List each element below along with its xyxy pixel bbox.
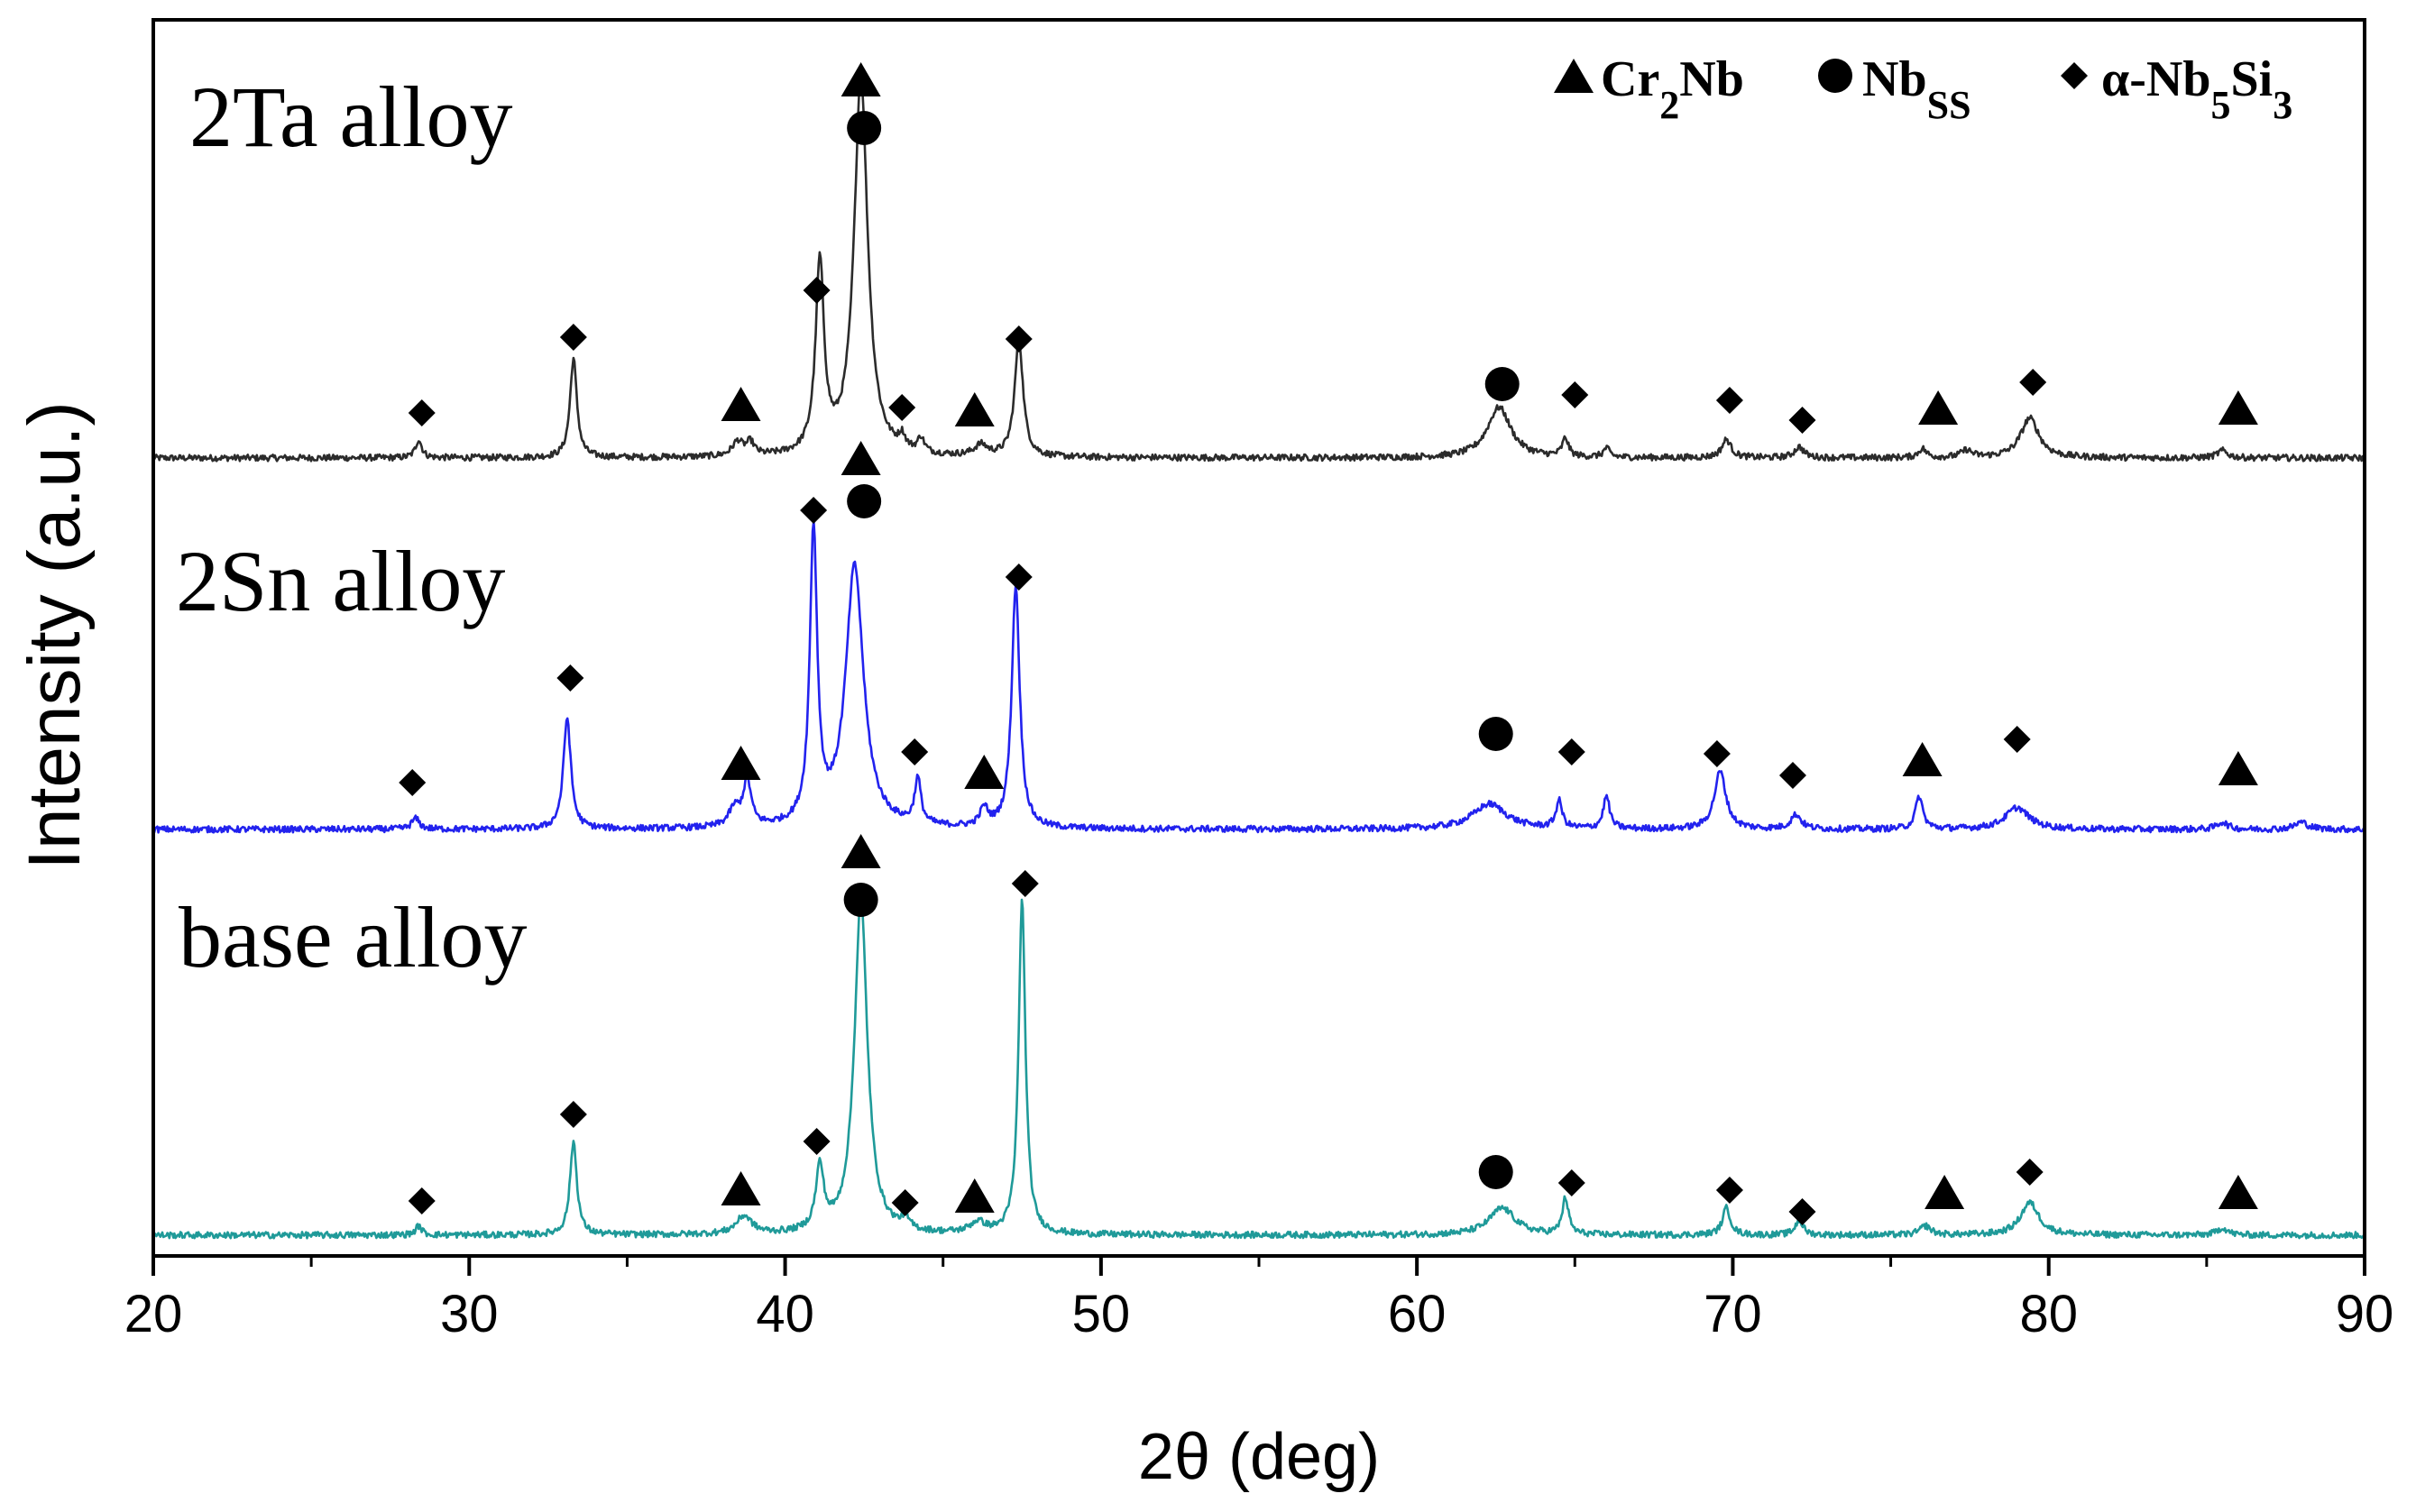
triangle-marker [721,746,761,780]
diamond-marker [2019,369,2047,396]
triangle-marker [954,1178,995,1213]
diamond-marker [1788,407,1816,434]
series-base-alloy: base alloy [152,834,2366,1240]
circle-marker [1478,1155,1513,1189]
triangle-marker [841,62,881,96]
diamond-marker [2016,1159,2044,1186]
trace-label: 2Ta alloy [189,69,513,165]
x-tick-label: 20 [124,1285,183,1343]
diamond-marker [1557,1169,1585,1196]
legend-label: NbSS [1862,51,1971,127]
circle-marker [843,883,878,917]
triangle-marker [721,1171,761,1205]
series-2sn-alloy: 2Sn alloy [152,441,2365,834]
diamond-marker [888,394,916,421]
diamond-marker [1005,325,1033,353]
series-line [152,519,2365,834]
triangle-marker [1925,1175,1965,1209]
x-tick-label: 90 [2336,1285,2394,1343]
diamond-marker [559,1101,587,1128]
y-axis-title: Intensity (a.u.) [14,401,96,870]
trace-label: base alloy [179,889,528,985]
series-2ta-alloy: 2Ta alloy [152,62,2366,463]
diamond-marker [408,1187,436,1214]
diamond-marker [2061,62,2088,89]
triangle-marker [954,392,995,426]
diamond-marker [1561,381,1589,408]
diamond-marker [556,664,584,692]
legend-label: α-Nb5Si3 [2101,51,2292,127]
diamond-marker [1788,1198,1816,1225]
diamond-marker [1703,740,1731,767]
x-tick-label: 30 [440,1285,499,1343]
circle-marker [1478,717,1513,751]
diamond-marker [1778,762,1806,789]
x-axis-ticks: 20 30 40 50 60 70 80 90 [124,1256,2394,1343]
triangle-marker [841,834,881,868]
triangle-marker [1554,59,1594,93]
triangle-marker [1902,742,1943,776]
diamond-marker [800,497,828,524]
diamond-marker [1715,1177,1743,1204]
diamond-marker [1557,738,1585,765]
diamond-marker [803,277,831,304]
x-tick-label: 50 [1072,1285,1131,1343]
x-tick-label: 40 [756,1285,814,1343]
triangle-marker [2218,390,2258,425]
diamond-marker [1005,564,1033,591]
diamond-marker [399,769,427,796]
x-axis-title: 2θ (deg) [1138,1421,1380,1493]
x-tick-label: 60 [1388,1285,1447,1343]
circle-marker [847,484,882,518]
diamond-marker [891,1189,919,1216]
legend-entry: α-Nb5Si3 [2061,51,2292,127]
diamond-marker [1715,387,1743,414]
x-tick-label: 70 [1704,1285,1762,1343]
triangle-marker [964,755,1005,789]
trace-label: 2Sn alloy [176,533,505,629]
plot-content: 2Ta alloy 2Sn alloy base alloy [152,62,2366,1240]
diamond-marker [803,1128,831,1155]
diamond-marker [1011,870,1039,897]
triangle-marker [2218,1175,2258,1209]
legend-entry: NbSS [1818,51,1971,127]
legend: Cr2Nb NbSS α-Nb5Si3 [1554,51,2292,127]
diamond-marker [559,324,587,351]
circle-marker [1484,367,1520,401]
circle-marker [1818,59,1852,93]
legend-label: Cr2Nb [1601,51,1744,127]
series-line [152,74,2366,463]
triangle-marker [841,441,881,475]
triangle-marker [2218,751,2258,785]
x-tick-label: 80 [2019,1285,2078,1343]
series-line [152,897,2366,1240]
diamond-marker [2003,726,2031,753]
triangle-marker [721,387,761,421]
diamond-marker [901,738,929,765]
diamond-marker [408,399,436,426]
triangle-marker [1918,390,1959,425]
legend-entry: Cr2Nb [1554,51,1744,127]
circle-marker [847,111,882,145]
